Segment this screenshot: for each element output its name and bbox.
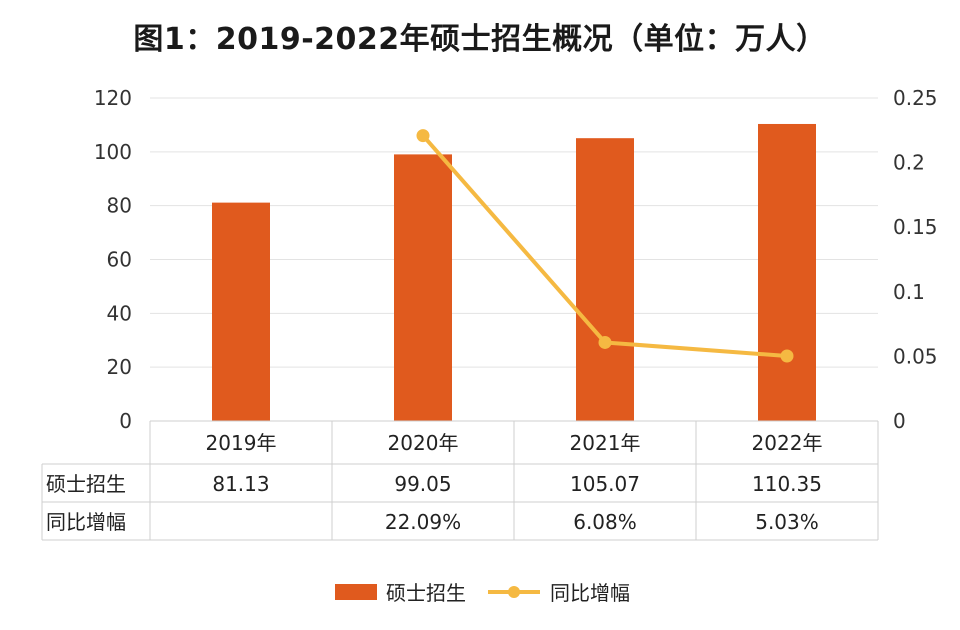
right-axis: 0 0.05 0.1 0.15 0.2 0.25 xyxy=(893,86,938,433)
right-tick-label: 0.2 xyxy=(893,151,925,175)
legend-bar-swatch xyxy=(335,584,377,600)
table-cell: 5.03% xyxy=(755,510,819,534)
table-cell: 22.09% xyxy=(385,510,461,534)
bar-series xyxy=(212,123,816,422)
legend: 硕士招生 同比增幅 xyxy=(335,581,630,605)
left-tick-label: 40 xyxy=(107,301,132,325)
table-cell: 99.05 xyxy=(394,472,451,496)
category-label: 2019年 xyxy=(206,431,277,455)
right-tick-label: 0 xyxy=(893,409,906,433)
category-label: 2021年 xyxy=(570,431,641,455)
table-row-label: 同比增幅 xyxy=(46,510,126,534)
table-cell: 6.08% xyxy=(573,510,637,534)
category-label: 2022年 xyxy=(752,431,823,455)
table-cell: 105.07 xyxy=(570,472,640,496)
category-label: 2020年 xyxy=(388,431,459,455)
chart-title: 图1：2019-2022年硕士招生概况（单位：万人） xyxy=(133,22,827,57)
line-series xyxy=(416,129,794,363)
right-tick-label: 0.15 xyxy=(893,215,938,239)
data-table: 2019年 2020年 2021年 2022年硕士招生 81.13 99.05 105.07… xyxy=(41,420,879,541)
left-axis: 0 20 40 60 80 100 120 xyxy=(94,86,132,433)
left-tick-label: 60 xyxy=(107,248,132,272)
left-tick-label: 80 xyxy=(107,194,132,218)
left-tick-label: 120 xyxy=(94,86,132,110)
right-tick-label: 0.25 xyxy=(893,86,938,110)
legend-line-marker xyxy=(508,586,520,598)
line-point xyxy=(780,349,794,363)
table-cell: 81.13 xyxy=(212,472,269,496)
table-cell: 110.35 xyxy=(752,472,822,496)
legend-bar-label: 硕士招生 xyxy=(386,581,466,605)
left-tick-label: 100 xyxy=(94,140,132,164)
legend-line-label: 同比增幅 xyxy=(550,581,630,605)
line-point xyxy=(416,129,430,143)
right-tick-label: 0.1 xyxy=(893,280,925,304)
left-tick-label: 0 xyxy=(119,409,132,433)
left-tick-label: 20 xyxy=(107,355,132,379)
bar xyxy=(758,123,816,422)
bar xyxy=(576,138,634,421)
bar xyxy=(212,202,270,421)
line-point xyxy=(598,335,612,349)
table-row-label: 硕士招生 xyxy=(46,472,126,496)
bar xyxy=(394,154,452,421)
right-tick-label: 0.05 xyxy=(893,344,938,368)
